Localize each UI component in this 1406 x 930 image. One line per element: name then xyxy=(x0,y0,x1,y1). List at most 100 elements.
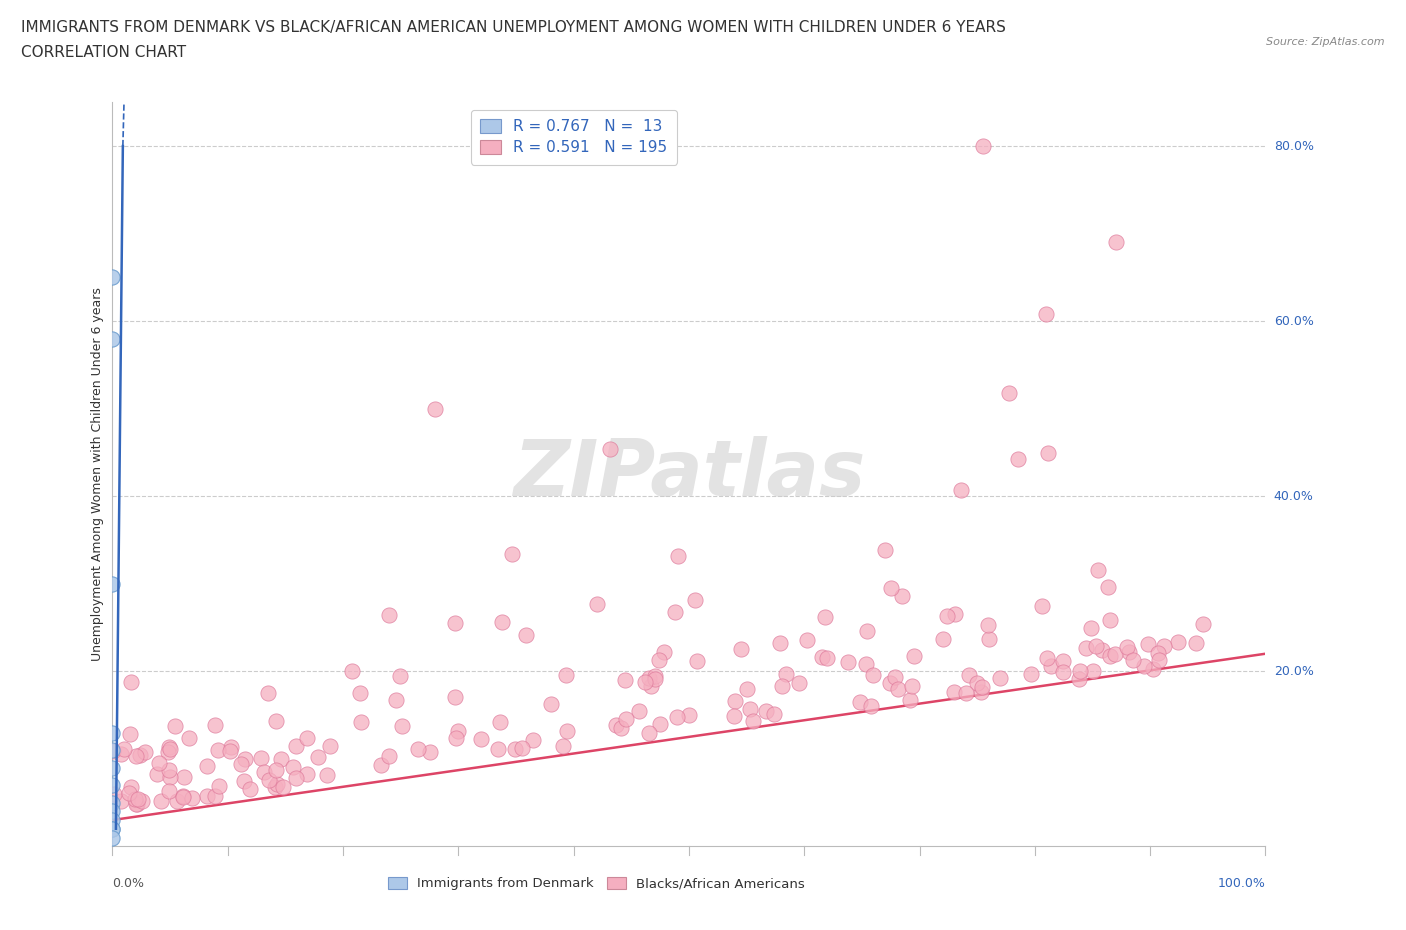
Point xyxy=(605,717,627,732)
Point xyxy=(787,676,810,691)
Point xyxy=(614,711,637,726)
Point xyxy=(166,794,188,809)
Point xyxy=(159,741,181,756)
Point xyxy=(307,749,329,764)
Point xyxy=(815,651,838,666)
Point xyxy=(319,738,342,753)
Point xyxy=(204,789,226,804)
Text: 100.0%: 100.0% xyxy=(1218,877,1265,890)
Point xyxy=(388,669,411,684)
Point xyxy=(101,813,124,828)
Point xyxy=(159,769,181,784)
Point xyxy=(943,607,966,622)
Point xyxy=(637,725,659,740)
Point xyxy=(770,679,793,694)
Point xyxy=(503,742,526,757)
Point xyxy=(966,675,988,690)
Point xyxy=(837,655,859,670)
Point xyxy=(297,766,319,781)
Point xyxy=(231,757,253,772)
Point xyxy=(157,784,180,799)
Point xyxy=(683,592,706,607)
Point xyxy=(250,751,273,766)
Point xyxy=(385,692,408,707)
Point xyxy=(447,724,470,738)
Point xyxy=(180,791,202,806)
Point xyxy=(633,674,655,689)
Point xyxy=(1085,638,1108,653)
Point xyxy=(1104,235,1126,250)
Text: 20.0%: 20.0% xyxy=(1274,665,1313,678)
Point xyxy=(266,776,288,790)
Point xyxy=(723,709,745,724)
Point xyxy=(1185,636,1208,651)
Point xyxy=(1031,599,1053,614)
Point xyxy=(284,770,307,785)
Point xyxy=(1007,452,1029,467)
Point xyxy=(1087,563,1109,578)
Point xyxy=(875,543,897,558)
Point xyxy=(173,769,195,784)
Point xyxy=(654,644,676,659)
Point xyxy=(103,787,125,802)
Point xyxy=(266,713,288,728)
Point xyxy=(879,676,901,691)
Point xyxy=(814,610,837,625)
Point xyxy=(157,744,180,759)
Point xyxy=(501,547,523,562)
Point xyxy=(932,631,955,646)
Point xyxy=(118,726,141,741)
Point xyxy=(419,745,441,760)
Point xyxy=(219,739,242,754)
Point xyxy=(640,678,662,693)
Point xyxy=(1116,640,1139,655)
Point xyxy=(172,790,194,804)
Point xyxy=(408,741,430,756)
Point xyxy=(257,685,280,700)
Point xyxy=(855,657,877,671)
Point xyxy=(644,671,666,686)
Point xyxy=(110,747,132,762)
Point xyxy=(208,778,231,793)
Point xyxy=(110,793,132,808)
Point xyxy=(127,792,149,807)
Point xyxy=(796,632,818,647)
Point xyxy=(118,786,141,801)
Point xyxy=(491,615,513,630)
Point xyxy=(1122,653,1144,668)
Point xyxy=(101,821,124,836)
Point xyxy=(101,830,124,845)
Point xyxy=(627,704,650,719)
Text: ZIPatlas: ZIPatlas xyxy=(513,436,865,512)
Point xyxy=(125,749,148,764)
Point xyxy=(769,635,792,650)
Point xyxy=(273,779,295,794)
Point xyxy=(264,779,287,794)
Point xyxy=(270,751,292,766)
Point xyxy=(1099,648,1122,663)
Point xyxy=(637,671,659,685)
Point xyxy=(257,773,280,788)
Point xyxy=(540,697,562,711)
Point xyxy=(1097,579,1119,594)
Point xyxy=(253,765,276,780)
Point xyxy=(880,580,903,595)
Point xyxy=(125,797,148,812)
Text: 0.0%: 0.0% xyxy=(112,877,145,890)
Point xyxy=(860,698,883,713)
Point xyxy=(233,774,256,789)
Point xyxy=(666,710,689,724)
Point xyxy=(233,751,256,766)
Point xyxy=(856,623,879,638)
Point xyxy=(936,608,959,623)
Point xyxy=(120,675,142,690)
Point xyxy=(444,616,467,631)
Point xyxy=(101,270,124,285)
Point xyxy=(177,730,200,745)
Point xyxy=(957,668,980,683)
Text: CORRELATION CHART: CORRELATION CHART xyxy=(21,45,186,60)
Point xyxy=(1080,620,1102,635)
Point xyxy=(988,671,1011,685)
Point xyxy=(557,724,579,738)
Point xyxy=(101,744,124,759)
